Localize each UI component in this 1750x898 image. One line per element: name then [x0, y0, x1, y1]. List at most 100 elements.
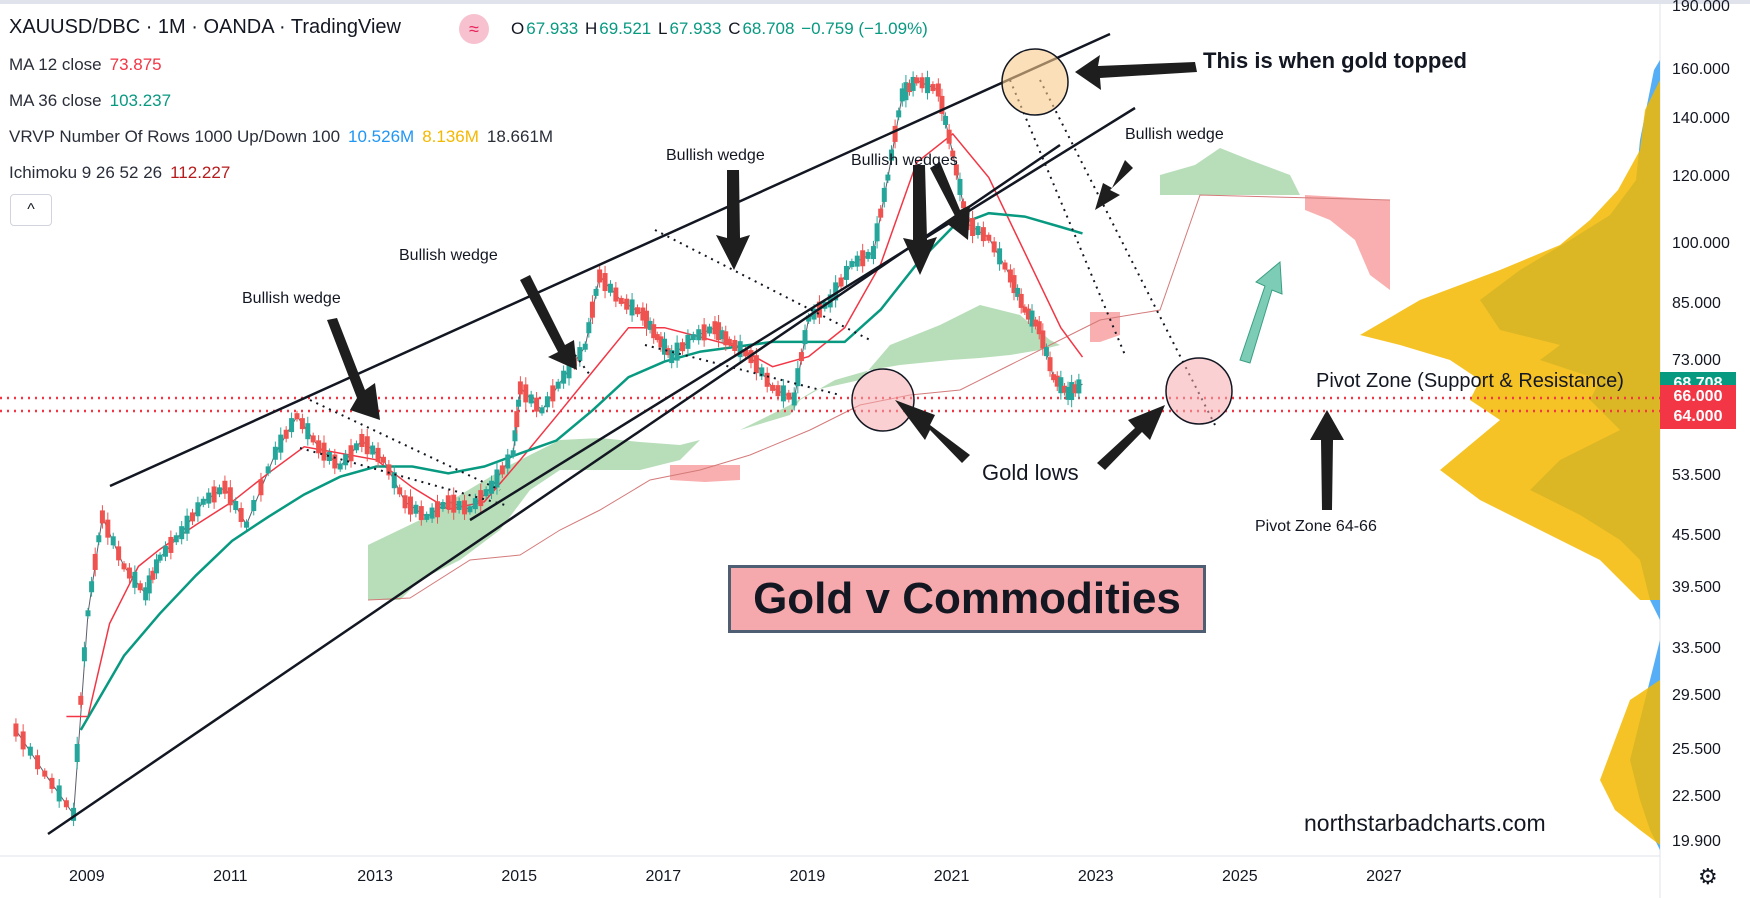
price-tick-label: 29.500	[1672, 687, 1721, 705]
candle-body	[618, 297, 624, 304]
candle-body	[1051, 374, 1057, 381]
candle-body	[283, 429, 289, 439]
high-value: 69.521	[599, 19, 652, 38]
candle-body	[110, 536, 116, 546]
candle-body	[510, 450, 516, 457]
candle-body	[63, 800, 69, 808]
time-tick-label: 2011	[213, 868, 248, 885]
candle-body	[970, 218, 976, 237]
symbol-title[interactable]: XAUUSD/DBC · 1M · OANDA · TradingView	[9, 16, 401, 38]
candle-body	[424, 513, 430, 520]
candle-body	[528, 394, 534, 404]
candle-body	[647, 320, 653, 330]
candle-body	[316, 440, 322, 454]
candle-body	[157, 554, 163, 561]
candle-body	[1065, 386, 1071, 400]
candle-body	[899, 88, 905, 102]
candle-body	[561, 370, 567, 384]
candle-body	[462, 500, 468, 515]
candle-body	[20, 731, 26, 750]
candle-body	[980, 227, 986, 242]
candle-body	[593, 288, 599, 296]
candle-body	[643, 310, 649, 329]
candle-body	[265, 466, 271, 474]
candle-body	[701, 324, 707, 341]
candle-body	[811, 308, 817, 320]
candle-body	[440, 502, 446, 510]
candle-body	[798, 352, 804, 362]
ohlc-readout: O 67.933 H 69.521 L 67.933 C 68.708 −0.759 (…	[511, 19, 930, 39]
candle-body	[726, 338, 732, 345]
price-tick-label: 120.000	[1672, 167, 1730, 185]
candle-body	[244, 521, 250, 528]
wave-icon[interactable]: ≈	[459, 14, 489, 44]
candle-body	[56, 785, 62, 802]
candle-body	[946, 129, 952, 144]
ma36-legend[interactable]: MA 36 close 103.237	[9, 91, 171, 111]
candle-body	[294, 413, 300, 420]
candle-body	[665, 348, 671, 356]
candle-body	[146, 575, 152, 594]
candle-body	[975, 226, 981, 236]
candle-body	[723, 331, 729, 346]
candle-body	[870, 246, 876, 260]
candle-body	[770, 384, 776, 391]
candle-body	[860, 250, 866, 267]
candle-body	[445, 495, 451, 509]
collapse-legend-button[interactable]: ^	[10, 194, 52, 226]
low-circle-2018	[851, 368, 915, 432]
candle-body	[539, 407, 545, 414]
candle-body	[566, 360, 572, 379]
candle-body	[413, 504, 419, 514]
candle-body	[370, 445, 376, 455]
candle-body	[1029, 310, 1035, 327]
ichimoku-red-cloud-right	[1305, 195, 1390, 290]
candles	[13, 70, 1082, 827]
candle-body	[961, 201, 967, 209]
candle-body	[375, 447, 381, 462]
candle-body	[435, 501, 441, 518]
candle-body	[1043, 347, 1049, 357]
candle-body	[997, 248, 1003, 265]
gear-icon[interactable]: ⚙	[1698, 864, 1718, 889]
ichimoku-legend[interactable]: Ichimoku 9 26 52 26 112.227	[9, 163, 230, 183]
price-tick-label: 160.000	[1672, 61, 1730, 78]
candle-body	[310, 435, 316, 443]
candle-body	[143, 587, 149, 601]
candle-body	[233, 501, 239, 511]
arrow-wedge-2	[520, 275, 577, 370]
vp-lower-cluster-yellow	[1600, 680, 1660, 845]
candle-body	[737, 341, 743, 358]
price-tick-label: 45.500	[1672, 526, 1721, 544]
candle-body	[99, 510, 105, 524]
candle-body	[89, 581, 95, 593]
volume-profile	[1360, 60, 1660, 850]
candle-body	[716, 322, 722, 341]
candle-body	[514, 411, 520, 428]
close-value: 68.708	[742, 19, 795, 38]
time-tick-label: 2021	[933, 868, 970, 885]
wedge-2-top	[654, 229, 871, 341]
price-label-box: 66.000	[1660, 384, 1736, 409]
ma12-legend[interactable]: MA 12 close 73.875	[9, 55, 162, 75]
arrow-to-top	[1075, 55, 1197, 90]
candle-body	[150, 570, 156, 580]
wedge-3-top	[1009, 79, 1126, 356]
annotation-wedge-2: Bullish wedge	[399, 247, 498, 264]
candle-body	[534, 397, 540, 412]
candle-body	[1047, 357, 1053, 372]
arrow-gold-low-2	[1097, 405, 1165, 470]
candle-body	[764, 372, 770, 387]
vrvp-legend[interactable]: VRVP Number Of Rows 1000 Up/Down 100 10.5…	[9, 127, 553, 147]
candle-body	[74, 743, 80, 762]
candle-body	[78, 695, 84, 705]
ma12-line	[66, 132, 1084, 718]
price-tick-label: 140.000	[1672, 110, 1730, 128]
candle-body	[321, 442, 327, 461]
price-tick-label: 25.500	[1672, 741, 1721, 759]
annotation-pivot-zone: Pivot Zone (Support & Resistance)	[1316, 370, 1624, 392]
candle-body	[92, 553, 98, 570]
candle-body	[332, 454, 338, 469]
candle-body	[153, 559, 159, 574]
